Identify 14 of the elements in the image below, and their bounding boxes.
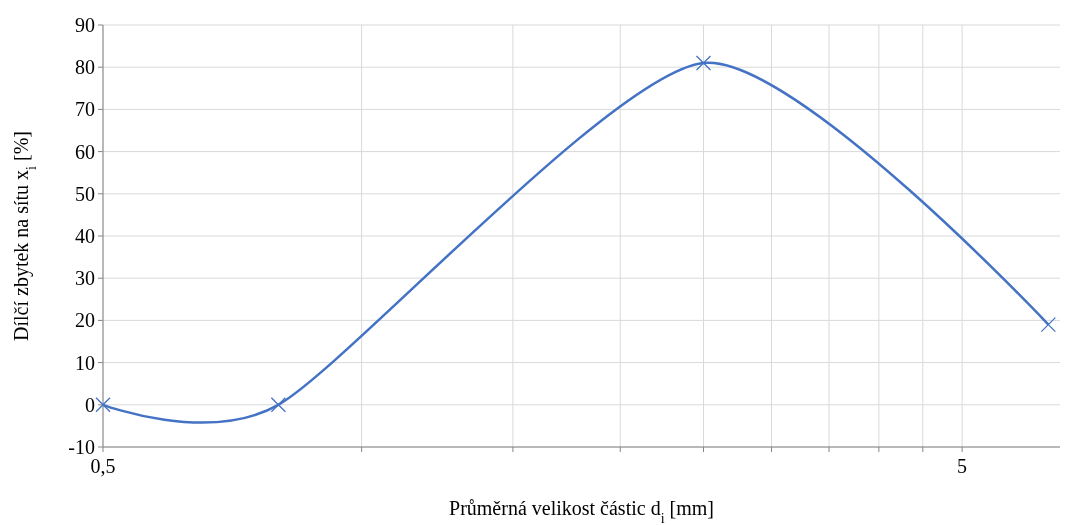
x-tick-label: 5: [957, 455, 968, 477]
x-axis-title: Průměrná velikost částic d$_{i}$ [mm]: [449, 497, 714, 525]
y-tick-label: 40: [75, 225, 95, 247]
y-tick-label: 90: [75, 14, 95, 36]
y-tick-label: 20: [75, 309, 95, 332]
y-tick-label: 70: [75, 98, 95, 121]
y-tick-label: 60: [75, 140, 95, 163]
y-tick-label: 50: [75, 182, 95, 205]
x-tick-label: 0,5: [90, 455, 116, 477]
y-tick-label: 80: [75, 56, 95, 79]
y-tick-label: 0: [85, 393, 95, 416]
y-tick-label: 10: [75, 351, 95, 374]
y-tick-label: 30: [75, 267, 95, 290]
y-tick-label: -10: [68, 436, 95, 458]
